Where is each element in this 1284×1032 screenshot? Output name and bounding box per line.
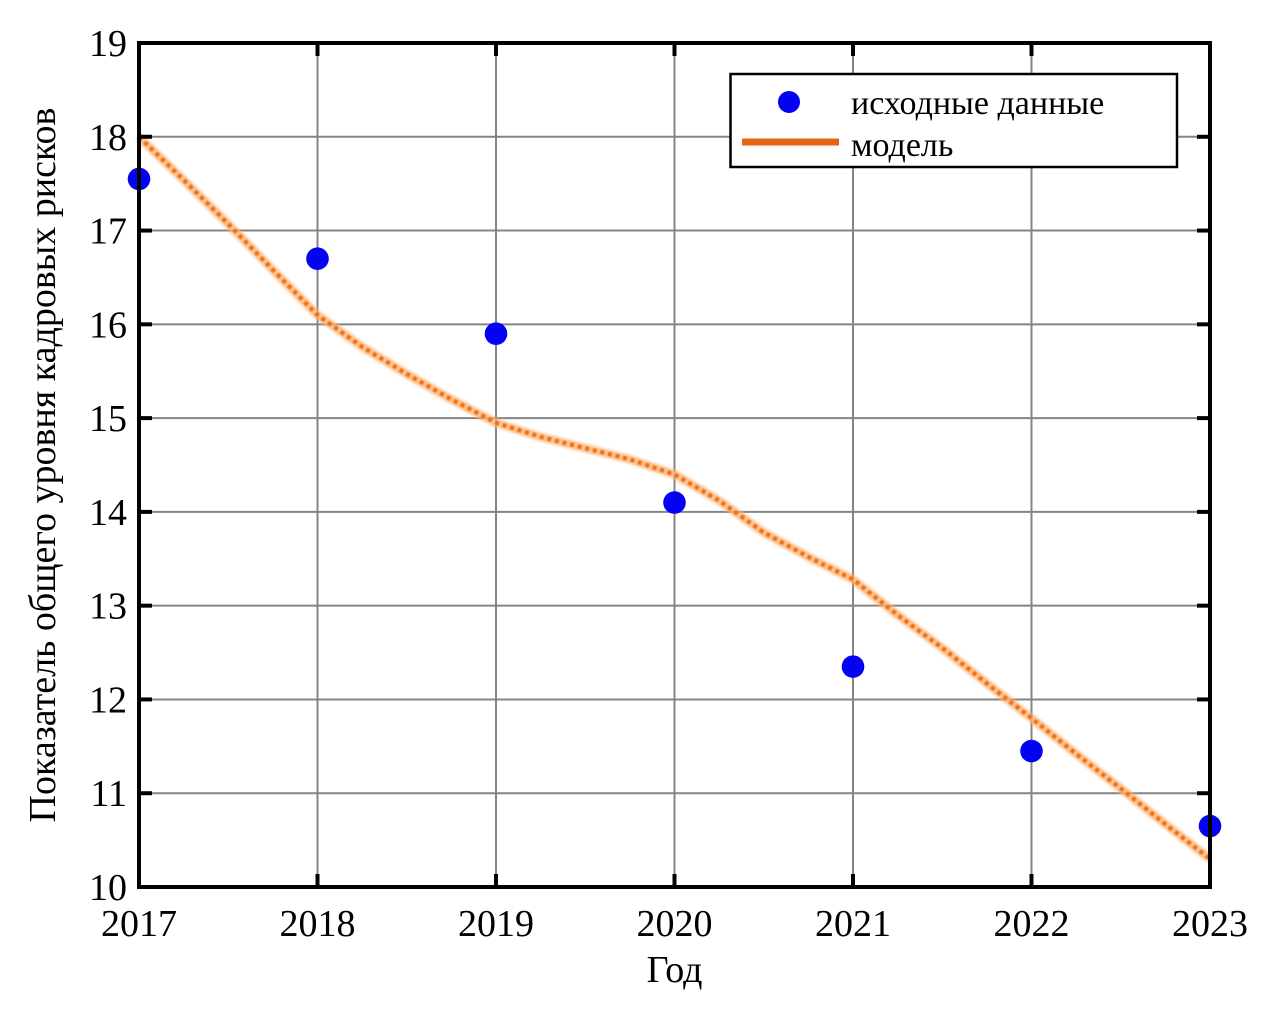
x-tick-label: 2017 (101, 903, 177, 945)
x-tick-label: 2019 (458, 903, 534, 945)
x-tick-label: 2023 (1172, 903, 1248, 945)
x-tick-label: 2018 (280, 903, 356, 945)
data-layer (127, 133, 1222, 863)
model-line (137, 135, 1212, 861)
data-point (484, 322, 508, 346)
y-tick-label: 13 (89, 586, 127, 628)
frame-layer (137, 41, 1212, 889)
y-tick-label: 18 (89, 117, 127, 159)
x-tick-label: 2020 (637, 903, 713, 945)
legend-label: модель (851, 127, 953, 164)
grid-layer (138, 42, 1211, 888)
data-point (663, 491, 686, 514)
y-tick-label: 10 (89, 867, 127, 909)
legend-marker-dot (778, 91, 800, 113)
labels-layer: 2017 2018 2019 2020 2021 2022 2023 10 11 12 13 14 15… (22, 23, 1248, 991)
y-tick-label: 16 (89, 304, 127, 346)
y-tick-label: 14 (89, 492, 127, 534)
y-tick-label: 11 (90, 773, 127, 815)
x-axis-label: Год (647, 949, 703, 991)
legend-label: исходные данные (851, 85, 1104, 122)
y-tick-label: 19 (89, 23, 127, 65)
legend: исходные данные модель (729, 72, 1179, 169)
y-axis-label: Показатель общего уровня кадровых рисков (22, 108, 64, 823)
data-point (841, 655, 865, 678)
x-tick-label: 2022 (994, 903, 1070, 945)
y-tick-label: 17 (89, 211, 127, 253)
x-tick-label: 2021 (815, 903, 891, 945)
data-point (1020, 739, 1043, 763)
y-tick-label: 12 (89, 679, 127, 721)
y-tick-label: 15 (89, 398, 127, 440)
legend-box (729, 72, 1179, 169)
data-point (306, 247, 329, 270)
